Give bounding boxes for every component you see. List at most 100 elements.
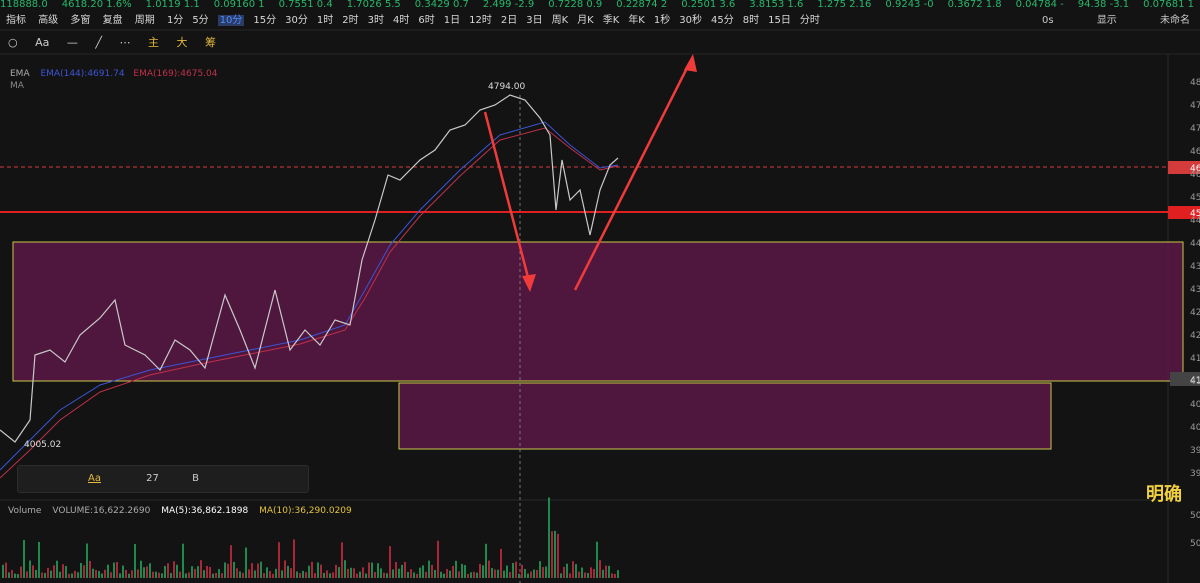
volume-bar: [467, 573, 469, 578]
ticker[interactable]: 1.0119 1.1: [145, 0, 200, 10]
layout-name[interactable]: 未命名: [1160, 15, 1190, 26]
ticker[interactable]: 0.04784 -: [1015, 0, 1064, 10]
interval-button[interactable]: 3日: [526, 15, 543, 26]
volume-bar: [128, 573, 130, 578]
interval-button[interactable]: 5分: [192, 15, 209, 26]
ticker[interactable]: 1.275 2.16: [817, 0, 872, 10]
interval-button[interactable]: 季K: [602, 15, 620, 26]
text-style[interactable]: Aa: [88, 473, 101, 484]
interval-button[interactable]: 45分: [710, 15, 734, 26]
volume-bar: [464, 565, 466, 578]
ticker[interactable]: 0.07681 1: [1143, 0, 1195, 10]
period-button[interactable]: 周期: [134, 15, 155, 26]
volume-bar: [185, 573, 187, 578]
ticker[interactable]: 2.499 -2.9: [482, 0, 535, 10]
ticker[interactable]: 0.7551 0.4: [278, 0, 333, 10]
tool[interactable]: ╱: [95, 36, 102, 49]
main-tool[interactable]: 主: [148, 36, 159, 49]
volume-bar: [557, 533, 559, 578]
ticker[interactable]: 3.8153 1.6: [749, 0, 804, 10]
chips-tool[interactable]: 筹: [205, 36, 216, 49]
volume-bar: [449, 570, 451, 578]
axis-label: 47: [1190, 101, 1200, 111]
axis-label: 42: [1190, 331, 1200, 341]
axis-label: 41: [1190, 377, 1200, 387]
interval-button[interactable]: 月K: [577, 15, 594, 26]
volume-bar: [152, 571, 154, 578]
ticker[interactable]: 0.2501 3.6: [681, 0, 736, 10]
interval-button[interactable]: 3时: [367, 15, 385, 26]
ema-value: EMA(169):4675.04: [133, 69, 218, 79]
volume-bar: [227, 563, 229, 578]
volume-bar: [266, 567, 268, 578]
volume-title: Volume: [8, 506, 42, 516]
indicator-button[interactable]: 指标: [6, 15, 26, 26]
volume-bar: [341, 542, 343, 578]
interval-button[interactable]: 8时: [742, 15, 760, 26]
ticker[interactable]: 4618.20 1.6%: [61, 0, 132, 10]
axis-label: 48: [1190, 78, 1200, 88]
interval-button[interactable]: 4时: [393, 15, 410, 26]
volume-bar: [47, 567, 49, 578]
interval-button[interactable]: 1时: [316, 15, 334, 26]
ema-value: EMA(144):4691.74: [40, 69, 125, 79]
interval-button[interactable]: 6时: [418, 15, 435, 26]
interval-button[interactable]: 分时: [799, 15, 820, 26]
volume-bar: [5, 562, 7, 578]
volume-bar: [290, 568, 292, 578]
tool[interactable]: ○: [8, 36, 18, 49]
tool[interactable]: —: [66, 36, 78, 49]
large-tool[interactable]: 大: [176, 36, 188, 49]
volume-bar: [74, 570, 76, 578]
tool[interactable]: ⋯: [119, 36, 131, 49]
ticker[interactable]: 94.38 -3.1: [1077, 0, 1130, 10]
volume-bar: [287, 565, 289, 578]
multi-window-button[interactable]: 多窗: [70, 15, 91, 26]
volume-bar: [410, 569, 412, 578]
volume-bar: [203, 570, 205, 578]
advanced-button[interactable]: 高级: [38, 15, 59, 26]
ticker[interactable]: 0.7228 0.9: [548, 0, 603, 10]
volume-bar: [92, 568, 94, 578]
volume-bar: [296, 571, 298, 578]
volume-bar: [281, 570, 283, 578]
display-button[interactable]: 显示: [1096, 15, 1117, 26]
interval-button[interactable]: 1秒: [653, 15, 671, 26]
interval-button[interactable]: 30秒: [679, 15, 702, 26]
volume-bar: [497, 569, 499, 578]
ticker[interactable]: 0.3429 0.7: [414, 0, 469, 10]
volume-bar: [542, 567, 544, 578]
ticker[interactable]: 118888.0: [0, 0, 48, 10]
interval-button[interactable]: 10分: [217, 15, 245, 26]
interval-button[interactable]: 30分: [285, 15, 308, 26]
interval-button[interactable]: 年K: [628, 15, 645, 26]
volume-bar: [302, 570, 304, 578]
volume-bar: [611, 573, 613, 578]
axis-label: 42: [1190, 308, 1200, 318]
font-size[interactable]: 27: [146, 473, 159, 484]
volume-bar: [338, 567, 340, 578]
interval-button[interactable]: 15日: [768, 15, 791, 26]
volume-bar: [176, 564, 178, 578]
interval-button[interactable]: 12时: [469, 15, 492, 26]
ticker[interactable]: 1.7026 5.5: [346, 0, 401, 10]
volume-bar: [191, 566, 193, 578]
volume-bar: [188, 572, 190, 578]
ticker[interactable]: 0.3672 1.8: [947, 0, 1002, 10]
axis-label: 39: [1190, 469, 1200, 479]
text-tool[interactable]: Aa: [35, 36, 50, 49]
volume-bar: [314, 573, 316, 578]
ticker[interactable]: 0.09160 1: [213, 0, 265, 10]
interval-button[interactable]: 1分: [166, 15, 184, 26]
ticker[interactable]: 0.22874 2: [616, 0, 668, 10]
bold-button[interactable]: B: [192, 473, 199, 484]
interval-button[interactable]: 15分: [253, 15, 277, 26]
interval-button[interactable]: 2时: [342, 15, 359, 26]
interval-button[interactable]: 1日: [443, 15, 461, 26]
interval-button[interactable]: 周K: [551, 15, 569, 26]
ticker[interactable]: 0.9243 -0: [885, 0, 934, 10]
interval-button[interactable]: 2日: [500, 15, 518, 26]
volume-bar: [23, 539, 25, 578]
replay-button[interactable]: 复盘: [102, 15, 123, 26]
